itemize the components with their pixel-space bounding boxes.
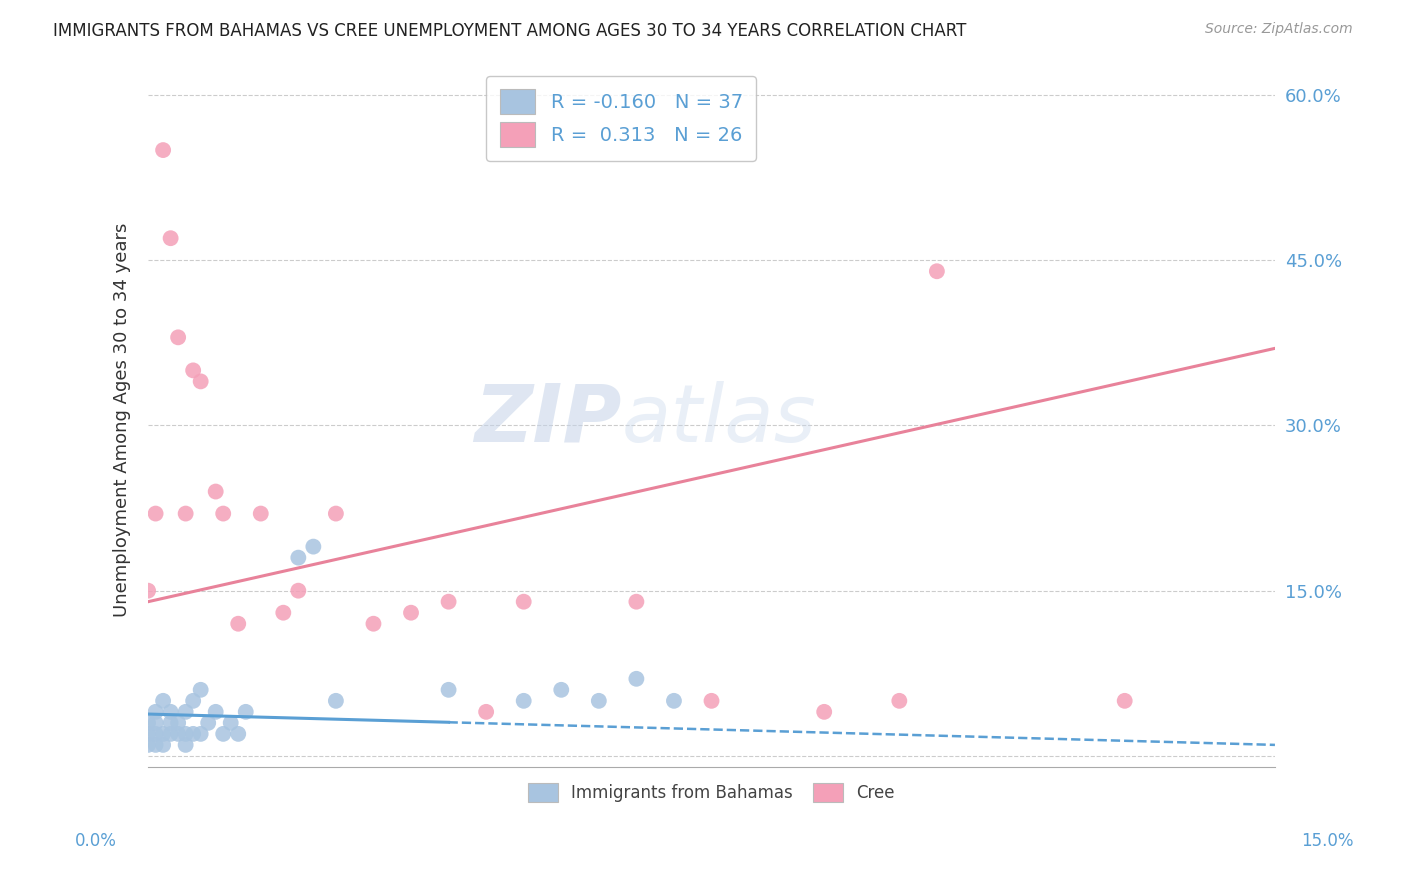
- Point: [226, 616, 249, 631]
- Point: [159, 715, 181, 730]
- Point: [212, 727, 235, 741]
- Point: [512, 595, 534, 609]
- Text: IMMIGRANTS FROM BAHAMAS VS CREE UNEMPLOYMENT AMONG AGES 30 TO 34 YEARS CORRELATI: IMMIGRANTS FROM BAHAMAS VS CREE UNEMPLOY…: [53, 22, 967, 40]
- Text: Source: ZipAtlas.com: Source: ZipAtlas.com: [1205, 22, 1353, 37]
- Point: [249, 507, 271, 521]
- Point: [437, 682, 460, 697]
- Point: [174, 507, 197, 521]
- Point: [136, 727, 159, 741]
- Point: [273, 606, 295, 620]
- Point: [190, 375, 212, 389]
- Point: [662, 694, 685, 708]
- Point: [287, 550, 309, 565]
- Point: [550, 682, 572, 697]
- Point: [475, 705, 498, 719]
- Point: [145, 727, 167, 741]
- Point: [512, 694, 534, 708]
- Point: [226, 727, 249, 741]
- Text: 0.0%: 0.0%: [75, 832, 117, 850]
- Point: [181, 363, 204, 377]
- Point: [152, 694, 174, 708]
- Point: [235, 705, 257, 719]
- Point: [325, 507, 347, 521]
- Point: [181, 694, 204, 708]
- Point: [287, 583, 309, 598]
- Point: [302, 540, 325, 554]
- Point: [181, 727, 204, 741]
- Point: [145, 715, 167, 730]
- Point: [152, 143, 174, 157]
- Point: [626, 672, 648, 686]
- Point: [152, 727, 174, 741]
- Y-axis label: Unemployment Among Ages 30 to 34 years: Unemployment Among Ages 30 to 34 years: [114, 223, 131, 617]
- Point: [174, 738, 197, 752]
- Point: [204, 484, 226, 499]
- Point: [152, 738, 174, 752]
- Point: [167, 727, 190, 741]
- Point: [219, 715, 242, 730]
- Point: [626, 595, 648, 609]
- Point: [159, 705, 181, 719]
- Point: [136, 738, 159, 752]
- Point: [813, 705, 835, 719]
- Point: [190, 727, 212, 741]
- Text: 15.0%: 15.0%: [1301, 832, 1354, 850]
- Point: [1114, 694, 1136, 708]
- Point: [136, 715, 159, 730]
- Point: [437, 595, 460, 609]
- Point: [167, 330, 190, 344]
- Point: [204, 705, 226, 719]
- Point: [167, 715, 190, 730]
- Point: [159, 727, 181, 741]
- Point: [700, 694, 723, 708]
- Point: [145, 738, 167, 752]
- Point: [145, 705, 167, 719]
- Point: [325, 694, 347, 708]
- Point: [197, 715, 219, 730]
- Text: ZIP: ZIP: [474, 381, 621, 459]
- Point: [190, 682, 212, 697]
- Point: [145, 507, 167, 521]
- Point: [174, 727, 197, 741]
- Point: [363, 616, 385, 631]
- Point: [174, 705, 197, 719]
- Point: [889, 694, 911, 708]
- Legend: Immigrants from Bahamas, Cree: Immigrants from Bahamas, Cree: [520, 775, 903, 811]
- Point: [136, 583, 159, 598]
- Point: [399, 606, 422, 620]
- Point: [925, 264, 948, 278]
- Point: [588, 694, 610, 708]
- Point: [159, 231, 181, 245]
- Text: atlas: atlas: [621, 381, 815, 459]
- Point: [212, 507, 235, 521]
